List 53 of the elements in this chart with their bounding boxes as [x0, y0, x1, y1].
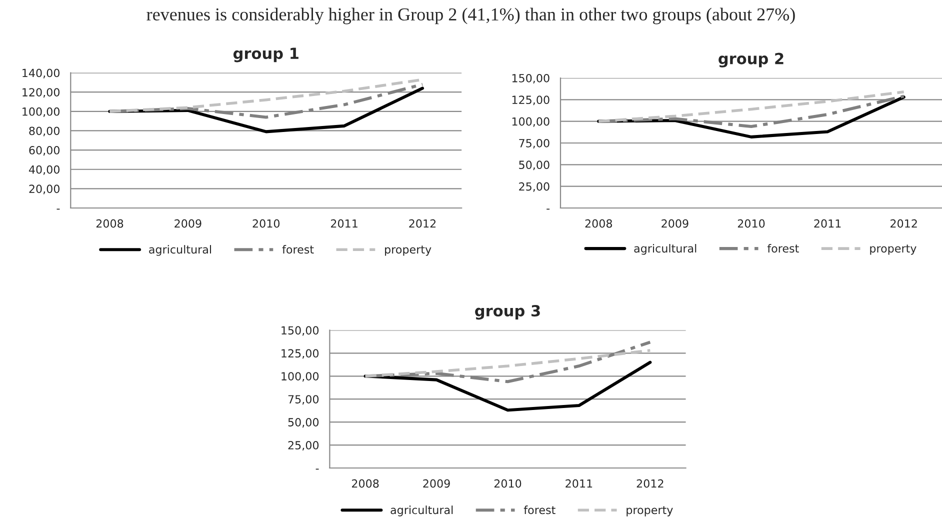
legend-label: agricultural [149, 245, 211, 256]
y-tick-label: 20,00 [29, 184, 60, 194]
y-tick-label: 25,00 [288, 441, 319, 451]
chart-title: group 3 [475, 304, 540, 320]
x-tick-label: 2009 [174, 219, 202, 228]
y-tick-label: 40,00 [28, 165, 60, 175]
y-tick-label: 100,00 [282, 372, 319, 382]
y-tick-label: 25,00 [519, 182, 550, 192]
x-tick-label: 2008 [96, 219, 124, 228]
y-tick-label: 125,00 [282, 349, 319, 359]
y-tick-label: 140,00 [22, 68, 60, 78]
x-tick-label: 2009 [423, 479, 450, 488]
x-tick-label: 2012 [890, 219, 917, 228]
y-tick-label: 120,00 [22, 88, 60, 98]
legend-label: agricultural [390, 506, 453, 516]
legend-label: forest [524, 506, 556, 514]
x-tick-label: 2010 [738, 219, 765, 228]
y-tick-label: 100,00 [22, 107, 60, 117]
y-tick-label: 125,00 [512, 96, 550, 106]
line-series [364, 349, 652, 378]
x-tick-label: 2012 [409, 219, 436, 228]
legend-label: property [626, 506, 673, 516]
chart-title: group 2 [718, 52, 784, 68]
y-tick-label: 50,00 [288, 418, 319, 428]
x-tick-label: 2011 [566, 479, 592, 488]
y-tick-label: - [546, 208, 550, 210]
x-tick-label: 2012 [636, 479, 664, 488]
y-tick-label: - [316, 468, 319, 470]
text: revenues is considerably higher in Group 2 (41,1%) than in other two groups (about 27%) [146, 8, 795, 24]
y-tick-label: - [56, 208, 60, 210]
y-tick-label: 150,00 [512, 74, 550, 84]
legend-label: forest [767, 244, 799, 253]
x-tick-label: 2010 [252, 219, 280, 228]
x-tick-label: 2010 [494, 479, 522, 488]
y-tick-label: 150,00 [282, 326, 319, 336]
x-tick-label: 2011 [330, 219, 358, 228]
legend-label: property [870, 244, 916, 255]
y-tick-label: 75,00 [519, 138, 550, 149]
legend-label: forest [282, 245, 314, 254]
y-tick-label: 75,00 [288, 395, 319, 405]
line-series [364, 360, 652, 412]
y-tick-label: 60,00 [29, 146, 60, 156]
line-series [597, 90, 906, 123]
x-tick-label: 2008 [352, 479, 379, 488]
chart-title: group 1 [233, 48, 298, 62]
y-tick-label: 80,00 [29, 126, 60, 136]
legend-label: property [385, 246, 432, 256]
x-tick-label: 2011 [814, 219, 841, 228]
y-tick-label: 50,00 [519, 160, 550, 170]
x-tick-label: 2008 [585, 219, 612, 228]
y-tick-label: 100,00 [512, 117, 550, 127]
x-tick-label: 2009 [662, 219, 688, 228]
legend-label: agricultural [634, 244, 696, 255]
